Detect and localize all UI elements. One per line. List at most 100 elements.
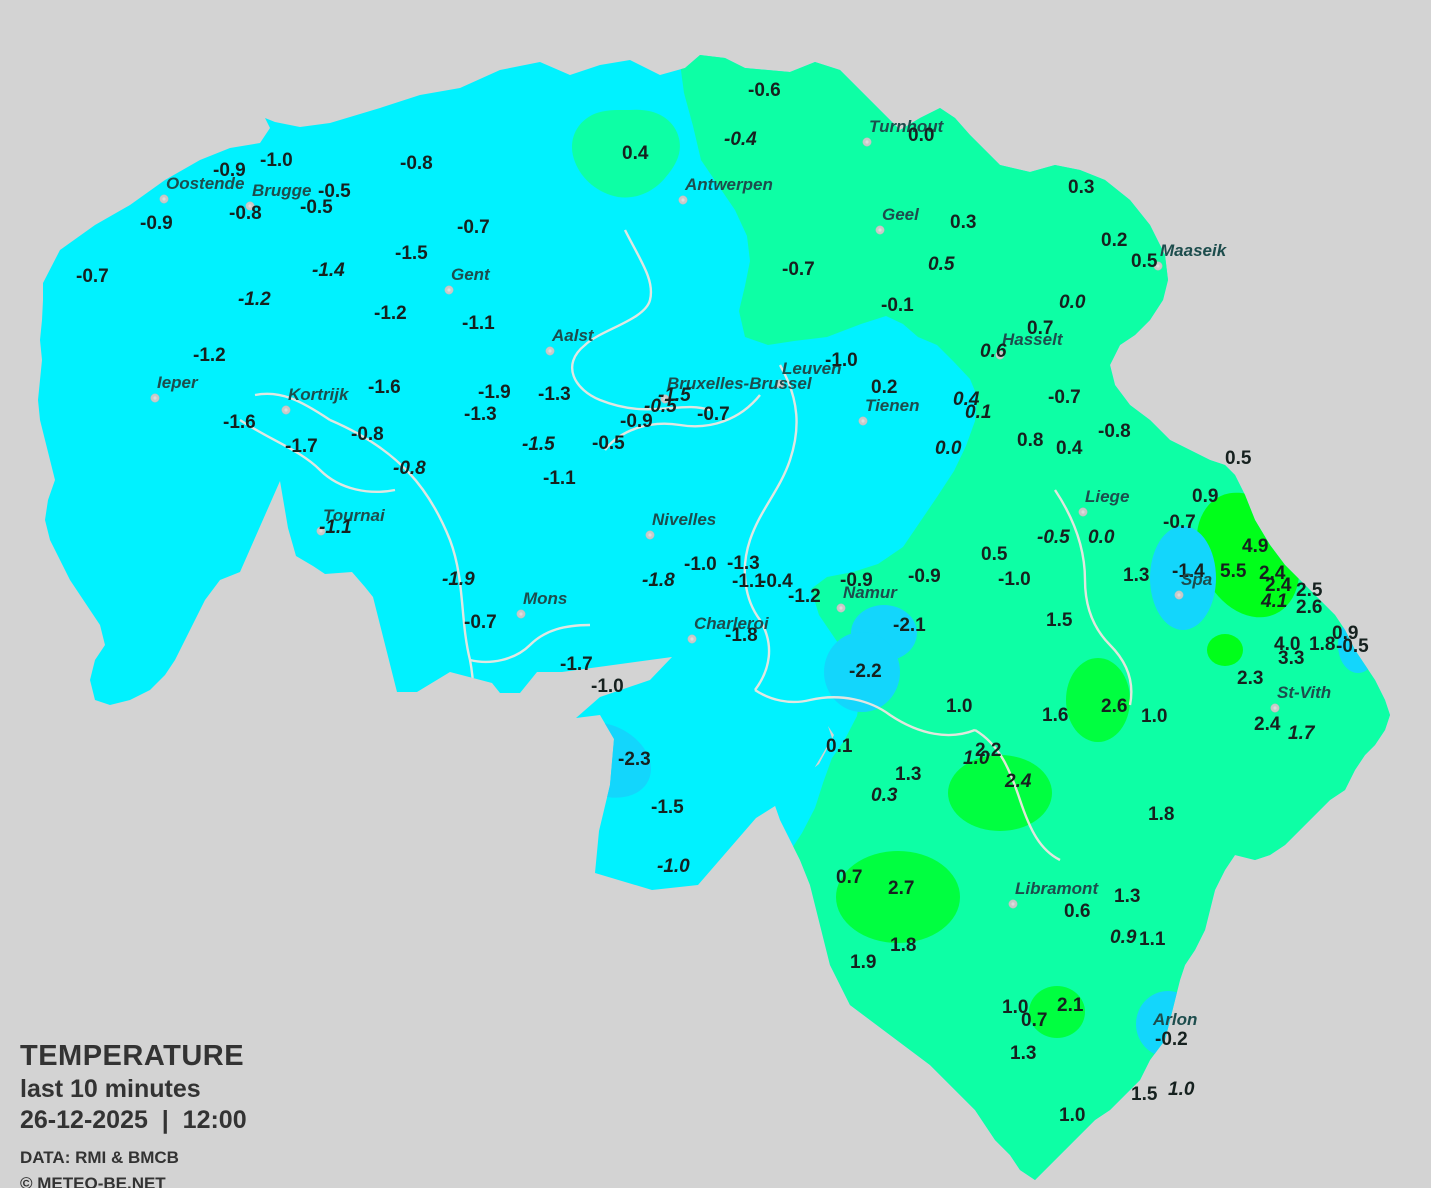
svg-text:0.5: 0.5 [928,254,955,275]
svg-text:1.8: 1.8 [890,935,916,956]
svg-text:-0.7: -0.7 [1163,512,1196,533]
svg-text:-1.0: -1.0 [998,569,1031,590]
svg-text:2.6: 2.6 [1296,597,1322,618]
svg-text:-1.5: -1.5 [651,797,684,818]
svg-text:2.4: 2.4 [1004,771,1032,792]
svg-text:0.0: 0.0 [908,125,934,146]
svg-text:-0.7: -0.7 [76,266,109,287]
svg-text:0.1: 0.1 [965,402,991,423]
svg-text:-1.6: -1.6 [223,412,256,433]
svg-text:0.7: 0.7 [1021,1010,1047,1031]
svg-text:0.0: 0.0 [1059,292,1086,313]
svg-text:1.9: 1.9 [850,952,876,973]
svg-text:Gent: Gent [451,265,491,284]
svg-text:-0.5: -0.5 [592,433,625,454]
svg-text:1.8: 1.8 [1148,804,1174,825]
svg-text:1.5: 1.5 [1131,1084,1158,1105]
svg-text:-0.4: -0.4 [724,129,757,150]
svg-text:-1.3: -1.3 [464,404,497,425]
svg-text:Liege: Liege [1085,487,1129,506]
svg-text:-0.7: -0.7 [1048,387,1081,408]
svg-text:St-Vith: St-Vith [1277,683,1331,702]
svg-text:-1.0: -1.0 [591,676,624,697]
svg-text:1.0: 1.0 [1168,1079,1195,1100]
svg-text:-1.2: -1.2 [788,586,821,607]
svg-text:-1.0: -1.0 [684,554,717,575]
svg-text:-2.1: -2.1 [893,615,926,636]
svg-text:-1.7: -1.7 [560,654,593,675]
svg-text:-0.8: -0.8 [229,203,262,224]
svg-text:0.7: 0.7 [1027,318,1053,339]
svg-text:Maaseik: Maaseik [1160,241,1228,260]
svg-text:1.3: 1.3 [1010,1043,1036,1064]
svg-text:0.9: 0.9 [1110,927,1137,948]
svg-text:-0.1: -0.1 [881,295,914,316]
svg-text:-1.1: -1.1 [319,517,352,538]
svg-text:0.4: 0.4 [622,143,649,164]
svg-text:Ieper: Ieper [157,373,199,392]
svg-text:-0.9: -0.9 [140,213,173,234]
svg-text:2.7: 2.7 [888,878,914,899]
svg-text:1.5: 1.5 [1046,610,1073,631]
svg-text:4.1: 4.1 [1260,591,1287,612]
svg-text:Libramont: Libramont [1015,879,1099,898]
svg-text:0.3: 0.3 [950,212,976,233]
svg-text:1.1: 1.1 [1139,929,1166,950]
svg-text:0.5: 0.5 [981,544,1008,565]
svg-text:-0.7: -0.7 [697,404,730,425]
svg-text:0.5: 0.5 [1131,251,1158,272]
svg-text:-1.0: -1.0 [260,150,293,171]
svg-text:Nivelles: Nivelles [652,510,716,529]
svg-text:Kortrijk: Kortrijk [288,385,350,404]
svg-text:Spa: Spa [1181,570,1212,589]
svg-text:0.5: 0.5 [1225,448,1252,469]
svg-text:-1.1: -1.1 [462,313,495,334]
svg-text:0.2: 0.2 [871,377,897,398]
svg-text:0.2: 0.2 [1101,230,1127,251]
svg-text:2.4: 2.4 [1254,714,1281,735]
svg-text:-1.1: -1.1 [543,468,576,489]
svg-text:-0.6: -0.6 [748,80,781,101]
svg-text:-1.3: -1.3 [538,384,571,405]
svg-text:2.6: 2.6 [1101,696,1127,717]
svg-text:0.0: 0.0 [1088,527,1115,548]
svg-text:-1.2: -1.2 [238,289,271,310]
svg-text:-1.7: -1.7 [285,436,318,457]
svg-text:1.6: 1.6 [1042,705,1068,726]
svg-text:-2.2: -2.2 [849,661,882,682]
svg-text:0.3: 0.3 [871,785,898,806]
svg-text:-0.7: -0.7 [457,217,490,238]
svg-text:-0.8: -0.8 [351,424,384,445]
svg-text:-1.8: -1.8 [725,625,758,646]
svg-text:1.0: 1.0 [963,748,990,769]
svg-text:-0.2: -0.2 [1155,1029,1188,1050]
svg-text:Mons: Mons [523,589,567,608]
svg-text:-2.3: -2.3 [618,749,651,770]
svg-text:-0.9: -0.9 [840,570,873,591]
svg-text:-1.5: -1.5 [395,243,428,264]
svg-text:Geel: Geel [882,205,920,224]
svg-text:-1.0: -1.0 [825,350,858,371]
svg-text:-0.5: -0.5 [1037,527,1070,548]
svg-text:-1.9: -1.9 [478,382,511,403]
svg-text:1.3: 1.3 [1114,886,1140,907]
svg-text:1.0: 1.0 [946,696,972,717]
svg-text:0.3: 0.3 [1068,177,1094,198]
svg-text:0.6: 0.6 [980,341,1007,362]
svg-text:1.3: 1.3 [895,764,921,785]
svg-text:1.0: 1.0 [1141,706,1167,727]
svg-text:4.9: 4.9 [1242,536,1268,557]
svg-text:0.4: 0.4 [1056,438,1083,459]
svg-text:1.7: 1.7 [1288,723,1316,744]
svg-text:1.3: 1.3 [1123,565,1149,586]
svg-text:-0.8: -0.8 [400,153,433,174]
svg-text:Aalst: Aalst [551,326,595,345]
svg-text:0.9: 0.9 [1192,486,1218,507]
svg-text:-0.5: -0.5 [1336,636,1369,657]
svg-text:-1.2: -1.2 [193,345,226,366]
svg-text:3.3: 3.3 [1278,648,1304,669]
svg-text:0.7: 0.7 [836,867,862,888]
svg-text:-0.9: -0.9 [620,411,653,432]
svg-text:2.3: 2.3 [1237,668,1263,689]
svg-text:-1.0: -1.0 [657,856,690,877]
